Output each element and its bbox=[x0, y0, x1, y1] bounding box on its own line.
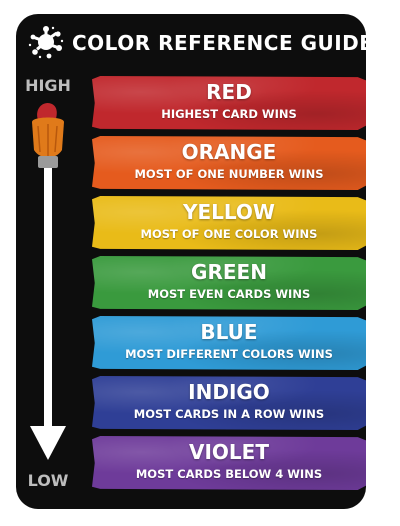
paint-splat-icon bbox=[28, 26, 64, 59]
color-band-indigo: INDIGO MOST CARDS IN A ROW WINS bbox=[92, 376, 366, 430]
color-rule: MOST EVEN CARDS WINS bbox=[147, 287, 311, 301]
color-name: VIOLET bbox=[189, 440, 269, 464]
color-name: YELLOW bbox=[183, 200, 275, 224]
paint-texture bbox=[92, 256, 366, 310]
color-rule: MOST OF ONE COLOR WINS bbox=[140, 227, 318, 241]
color-band-green: GREEN MOST EVEN CARDS WINS bbox=[92, 256, 366, 310]
color-rule: MOST OF ONE NUMBER WINS bbox=[134, 167, 324, 181]
color-reference-card: COLOR REFERENCE GUIDE HIGH LOW RED HIGHE… bbox=[16, 14, 366, 509]
color-name: BLUE bbox=[200, 320, 258, 344]
color-rule: MOST DIFFERENT COLORS WINS bbox=[125, 347, 333, 361]
color-rule: MOST CARDS IN A ROW WINS bbox=[133, 407, 325, 421]
color-name: RED bbox=[206, 80, 252, 104]
color-band-violet: VIOLET MOST CARDS BELOW 4 WINS bbox=[92, 436, 366, 490]
scale-low-label: LOW bbox=[27, 471, 69, 490]
paint-texture bbox=[92, 436, 366, 490]
paint-texture bbox=[92, 136, 366, 190]
paint-texture bbox=[92, 196, 366, 250]
color-name: GREEN bbox=[191, 260, 267, 284]
color-band-blue: BLUE MOST DIFFERENT COLORS WINS bbox=[92, 316, 366, 370]
color-band-red: RED HIGHEST CARD WINS bbox=[92, 76, 366, 130]
page-title: COLOR REFERENCE GUIDE bbox=[72, 31, 366, 55]
color-band-orange: ORANGE MOST OF ONE NUMBER WINS bbox=[92, 136, 366, 190]
paint-texture bbox=[92, 76, 366, 130]
color-name: INDIGO bbox=[188, 380, 270, 404]
paint-texture bbox=[92, 376, 366, 430]
paintbrush-arrow-icon bbox=[30, 102, 66, 460]
color-rule: MOST CARDS BELOW 4 WINS bbox=[135, 467, 323, 481]
color-rule: HIGHEST CARD WINS bbox=[161, 107, 297, 121]
color-name: ORANGE bbox=[181, 140, 277, 164]
color-bands-list: RED HIGHEST CARD WINS ORANGE MOST OF ONE… bbox=[92, 76, 366, 496]
card-header: COLOR REFERENCE GUIDE bbox=[16, 14, 366, 72]
color-band-yellow: YELLOW MOST OF ONE COLOR WINS bbox=[92, 196, 366, 250]
paint-texture bbox=[92, 316, 366, 370]
scale-high-label: HIGH bbox=[25, 76, 71, 95]
